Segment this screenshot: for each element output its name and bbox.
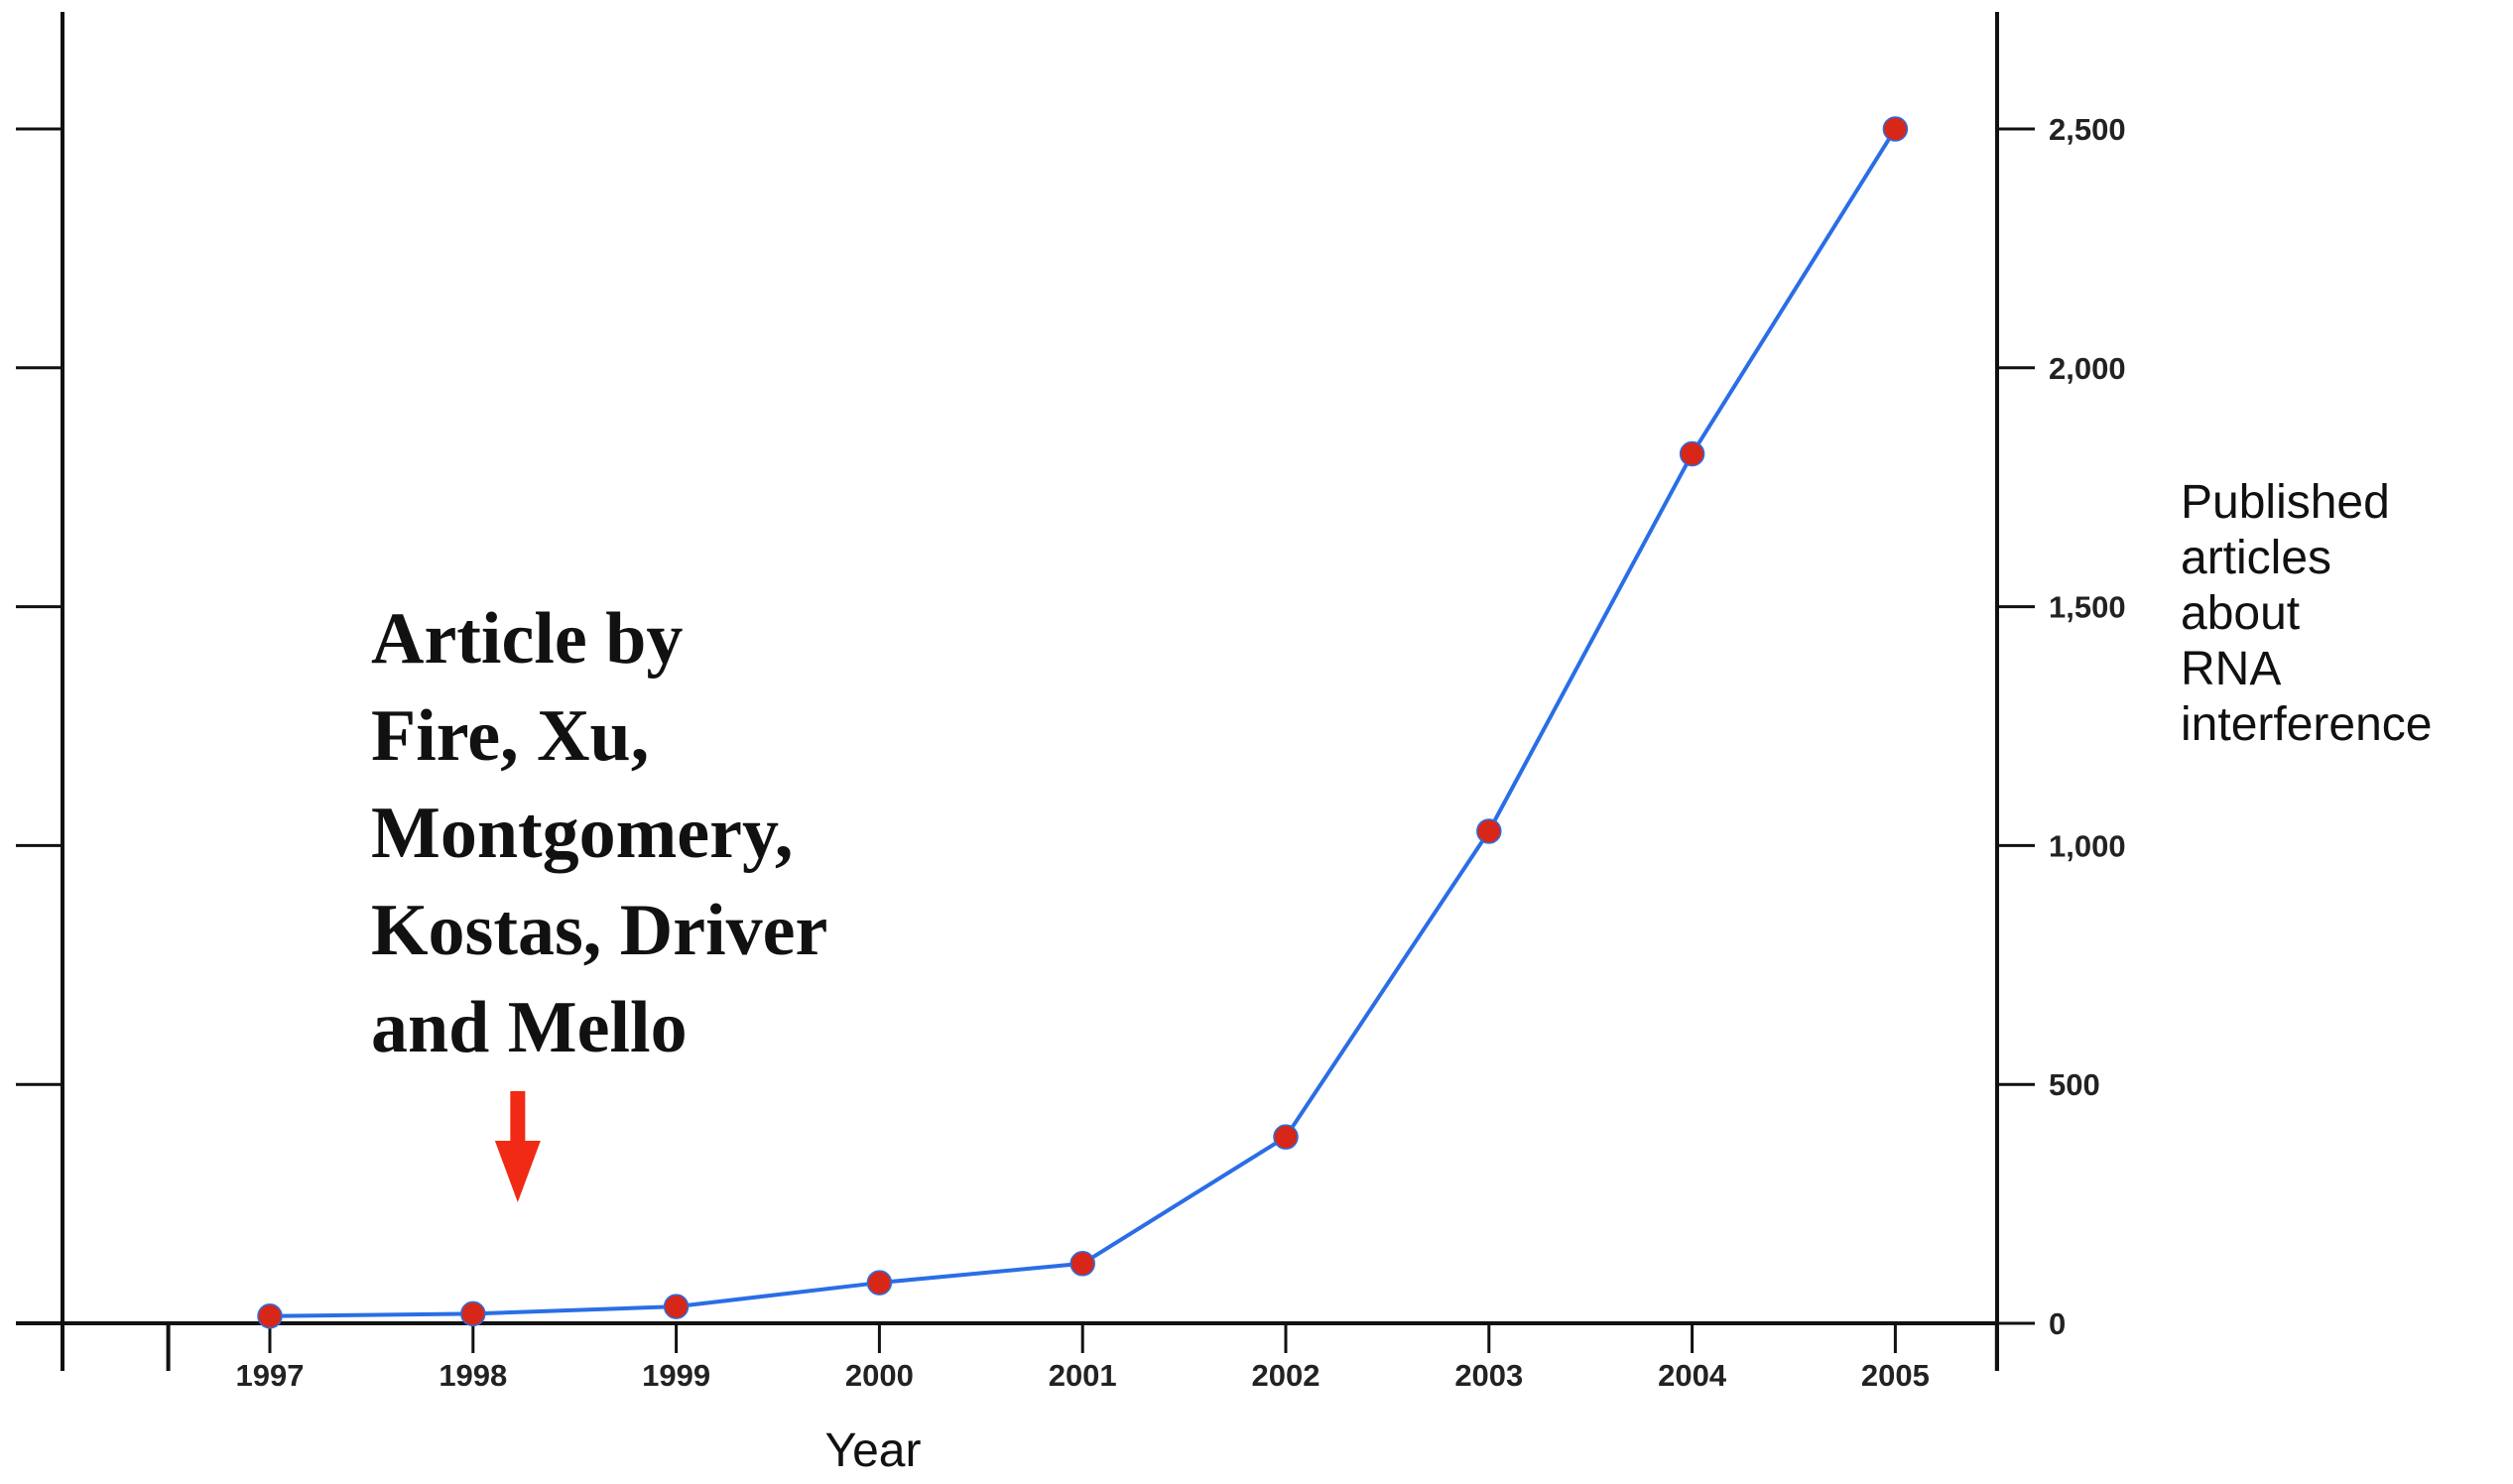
x-tick-label: 2003 bbox=[1454, 1358, 1523, 1393]
x-tick-label: 1999 bbox=[642, 1358, 710, 1393]
data-point bbox=[1882, 116, 1909, 142]
x-tick-label: 2002 bbox=[1252, 1358, 1320, 1393]
y-axis-title-line: about bbox=[2181, 587, 2300, 640]
x-tick-label: 2005 bbox=[1861, 1358, 1930, 1393]
down-arrow-icon bbox=[494, 1141, 541, 1202]
y-tick-label: 1,000 bbox=[2049, 828, 2126, 863]
y-axis-title-line: articles bbox=[2181, 532, 2331, 584]
annotation-line: Montgomery, bbox=[371, 793, 793, 874]
x-axis-title: Year bbox=[825, 1424, 922, 1477]
x-tick-label: 2000 bbox=[845, 1358, 914, 1393]
x-tick-label: 1997 bbox=[236, 1358, 305, 1393]
data-point bbox=[1679, 440, 1705, 467]
data-point bbox=[1273, 1124, 1299, 1150]
annotation-line: Kostas, Driver bbox=[371, 890, 827, 971]
series-line bbox=[257, 116, 1909, 1329]
data-point bbox=[866, 1270, 893, 1296]
annotation-line: Article by bbox=[371, 598, 683, 680]
axes bbox=[16, 12, 2035, 1371]
y-tick-label: 2,000 bbox=[2049, 351, 2126, 386]
tick-labels: 0 500 1,000 1,500 2,000 2,500 1997 1998 1999 2000… bbox=[236, 112, 2126, 1393]
x-tick-label: 2004 bbox=[1658, 1358, 1727, 1393]
data-point bbox=[257, 1303, 283, 1329]
y-axis-title-line: RNA bbox=[2181, 643, 2281, 695]
annotation-line: Fire, Xu, bbox=[371, 695, 649, 777]
annotation-line: and Mello bbox=[371, 987, 688, 1068]
x-tick-label: 2001 bbox=[1049, 1358, 1117, 1393]
y-axis-title-line: Published bbox=[2181, 476, 2390, 529]
y-axis-title-line: interference bbox=[2181, 698, 2432, 751]
y-tick-label: 1,500 bbox=[2049, 590, 2126, 625]
data-point bbox=[1069, 1251, 1095, 1277]
x-tick-label: 1998 bbox=[439, 1358, 507, 1393]
y-tick-label: 500 bbox=[2049, 1067, 2100, 1102]
annotation: Article by Fire, Xu, Montgomery, Kostas, Dr… bbox=[371, 598, 827, 1202]
data-point bbox=[1476, 818, 1502, 844]
data-point bbox=[460, 1300, 486, 1327]
y-tick-label: 0 bbox=[2049, 1306, 2066, 1341]
y-axis-title: Published articles about RNA interference bbox=[2181, 476, 2432, 751]
data-point bbox=[663, 1294, 690, 1319]
y-tick-label: 2,500 bbox=[2049, 112, 2126, 147]
